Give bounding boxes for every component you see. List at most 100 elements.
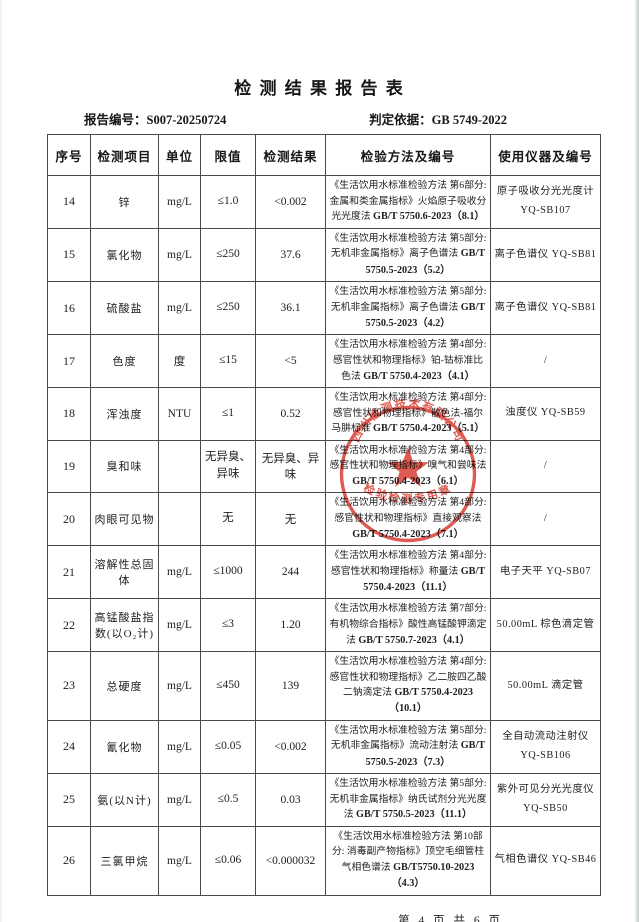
table-row: 16 硫酸盐 mg/L ≤250 36.1 《生活饮用水标准检验方法 第5部分:… — [47, 280, 601, 336]
cell-instrument: 全自动流动注射仪 YQ-SB106 — [490, 719, 601, 775]
report-number-value: S007-20250724 — [146, 113, 227, 127]
header-result: 检测结果 — [255, 134, 326, 176]
cell-method: 《生活饮用水标准检验方法 第4部分: 感官性状和物理指标》乙二胺四乙酸二钠滴定法… — [325, 650, 491, 721]
cell-result: 244 — [255, 544, 326, 600]
cell-method: 《生活饮用水标准检验方法 第5部分: 无机非金属指标》离子色谱法 GB/T 57… — [325, 280, 491, 336]
report-number: 报告编号：S007-20250724 — [84, 109, 226, 128]
cell-method: 《生活饮用水标准检验方法 第6部分: 金属和类金属指标》火焰原子吸收分光光度法 … — [325, 175, 491, 229]
cell-result: 139 — [255, 650, 326, 721]
cell-unit: mg/L — [158, 773, 201, 827]
table-row: 20 肉眼可见物 无 无 《生活饮用水标准检验方法 第4部分: 感官性状和物理指… — [47, 492, 601, 546]
cell-unit: mg/L — [158, 544, 201, 600]
cell-method: 《生活饮用水标准检验方法 第4部分: 感官性状和物理指标》直接观察法 GB/T … — [325, 492, 491, 546]
judgment-basis-label: 判定依据： — [369, 113, 432, 127]
cell-instrument: 气相色谱仪 YQ-SB46 — [490, 825, 601, 896]
cell-limit: ≤0.5 — [200, 773, 256, 827]
cell-result: <0.000032 — [255, 825, 326, 896]
report-meta: 报告编号：S007-20250724 判定依据：GB 5749-2022 — [84, 109, 507, 128]
results-table: 序号 检测项目 单位 限值 检测结果 检验方法及编号 使用仪器及编号 14 锌 … — [47, 134, 601, 896]
cell-no: 20 — [47, 492, 91, 546]
cell-result: <0.002 — [255, 175, 326, 229]
cell-no: 15 — [47, 227, 91, 282]
cell-no: 19 — [47, 439, 91, 494]
cell-method: 《生活饮用水标准检验方法 第5部分: 无机非金属指标》离子色谱法 GB/T 57… — [325, 227, 491, 282]
cell-item: 高锰酸盐指数(以O₂计) — [90, 598, 159, 652]
cell-unit: mg/L — [158, 825, 201, 896]
cell-limit: ≤1 — [200, 386, 256, 441]
cell-item: 臭和味 — [90, 439, 159, 494]
cell-result: 无 — [255, 492, 326, 546]
cell-result: 1.20 — [255, 598, 326, 652]
cell-item: 色度 — [90, 334, 159, 388]
cell-instrument: 50.00mL 棕色滴定管 — [490, 598, 601, 652]
table-row: 24 氰化物 mg/L ≤0.05 <0.002 《生活饮用水标准检验方法 第5… — [47, 719, 601, 775]
cell-unit: mg/L — [158, 598, 201, 652]
cell-no: 14 — [47, 175, 91, 229]
cell-unit: mg/L — [158, 650, 201, 721]
cell-method: 《生活饮用水标准检验方法 第4部分: 感官性状和物理指标》称量法 GB/T 57… — [325, 544, 491, 600]
cell-instrument: / — [490, 492, 601, 546]
header-no: 序号 — [47, 134, 91, 176]
cell-no: 26 — [47, 825, 91, 896]
header-limit: 限值 — [200, 134, 256, 176]
cell-result: 无异臭、异味 — [255, 439, 326, 494]
table-row: 25 氨(以N计) mg/L ≤0.5 0.03 《生活饮用水标准检验方法 第5… — [47, 773, 601, 827]
cell-unit: mg/L — [158, 719, 201, 775]
cell-no: 23 — [47, 650, 91, 721]
cell-no: 22 — [47, 598, 91, 652]
cell-result: 0.03 — [255, 773, 326, 827]
table-row: 15 氯化物 mg/L ≤250 37.6 《生活饮用水标准检验方法 第5部分:… — [47, 227, 601, 282]
cell-result: 37.6 — [255, 227, 326, 282]
table-row: 17 色度 度 ≤15 <5 《生活饮用水标准检验方法 第4部分: 感官性状和物… — [47, 334, 601, 388]
cell-result: <5 — [255, 334, 326, 388]
judgment-basis-value: GB 5749-2022 — [431, 113, 507, 127]
table-row: 22 高锰酸盐指数(以O₂计) mg/L ≤3 1.20 《生活饮用水标准检验方… — [47, 598, 601, 652]
cell-limit: ≤250 — [200, 280, 256, 336]
cell-item: 浑浊度 — [90, 386, 159, 441]
cell-result: 36.1 — [255, 280, 326, 336]
cell-instrument: 原子吸收分光光度计 YQ-SB107 — [490, 175, 601, 229]
page-scan-edge-right — [634, 0, 639, 922]
cell-item: 氯化物 — [90, 227, 159, 282]
cell-unit: mg/L — [158, 280, 201, 336]
table-row: 14 锌 mg/L ≤1.0 <0.002 《生活饮用水标准检验方法 第6部分:… — [47, 175, 601, 229]
cell-item: 氨(以N计) — [90, 773, 159, 827]
page-number: 第 4 页 共 6 页 — [398, 914, 503, 922]
cell-method: 《生活饮用水标准检验方法 第5部分: 无机非金属指标》纳氏试剂分光光度法 GB/… — [325, 773, 491, 827]
cell-method: 《生活饮用水标准检验方法 第4部分: 感官性状和物理指标》铂-钴标准比色法 GB… — [325, 334, 491, 388]
judgment-basis: 判定依据：GB 5749-2022 — [369, 109, 507, 128]
cell-method: 《生活饮用水标准检验方法 第10部分: 消毒副产物指标》顶空毛细管柱气相色谱法 … — [325, 825, 491, 896]
cell-limit: 无 — [200, 492, 256, 546]
cell-instrument: 离子色谱仪 YQ-SB81 — [490, 280, 601, 336]
cell-limit: ≤1.0 — [200, 175, 256, 229]
header-item: 检测项目 — [90, 134, 159, 176]
cell-unit: mg/L — [158, 227, 201, 282]
cell-unit: mg/L — [158, 175, 201, 229]
cell-instrument: / — [490, 334, 601, 388]
cell-no: 17 — [47, 334, 91, 388]
header-method: 检验方法及编号 — [325, 134, 491, 176]
cell-limit: ≤250 — [200, 227, 256, 282]
cell-result: 0.52 — [255, 386, 326, 441]
table-row: 19 臭和味 无异臭、异味 无异臭、异味 《生活饮用水标准检验方法 第4部分: … — [47, 439, 601, 494]
table-header-row: 序号 检测项目 单位 限值 检测结果 检验方法及编号 使用仪器及编号 — [47, 134, 601, 176]
cell-unit — [158, 492, 201, 546]
page-title: 检 测 结 果 报 告 表 — [234, 79, 405, 98]
cell-instrument: 紫外可见分光光度仪 YQ-SB50 — [490, 773, 601, 827]
cell-method: 《生活饮用水标准检验方法 第7部分: 有机物综合指标》酸性高锰酸钾滴定法 GB/… — [325, 598, 491, 652]
table-row: 21 溶解性总固体 mg/L ≤1000 244 《生活饮用水标准检验方法 第4… — [47, 544, 601, 600]
cell-item: 溶解性总固体 — [90, 544, 159, 600]
page-scan-edge-left — [0, 0, 3, 922]
cell-instrument: 50.00mL 滴定管 — [490, 650, 601, 721]
cell-item: 硫酸盐 — [90, 280, 159, 336]
cell-limit: ≤0.05 — [200, 719, 256, 775]
cell-instrument: / — [490, 439, 601, 494]
cell-no: 21 — [47, 544, 91, 600]
table-header: 序号 检测项目 单位 限值 检测结果 检验方法及编号 使用仪器及编号 — [47, 134, 601, 176]
cell-method: 《生活饮用水标准检验方法 第4部分: 感官性状和物理指标》嗅气和尝味法 GB/T… — [325, 439, 491, 494]
header-instrument: 使用仪器及编号 — [490, 134, 601, 176]
cell-limit: ≤3 — [200, 598, 256, 652]
cell-instrument: 离子色谱仪 YQ-SB81 — [490, 227, 601, 282]
cell-unit: NTU — [158, 386, 201, 441]
